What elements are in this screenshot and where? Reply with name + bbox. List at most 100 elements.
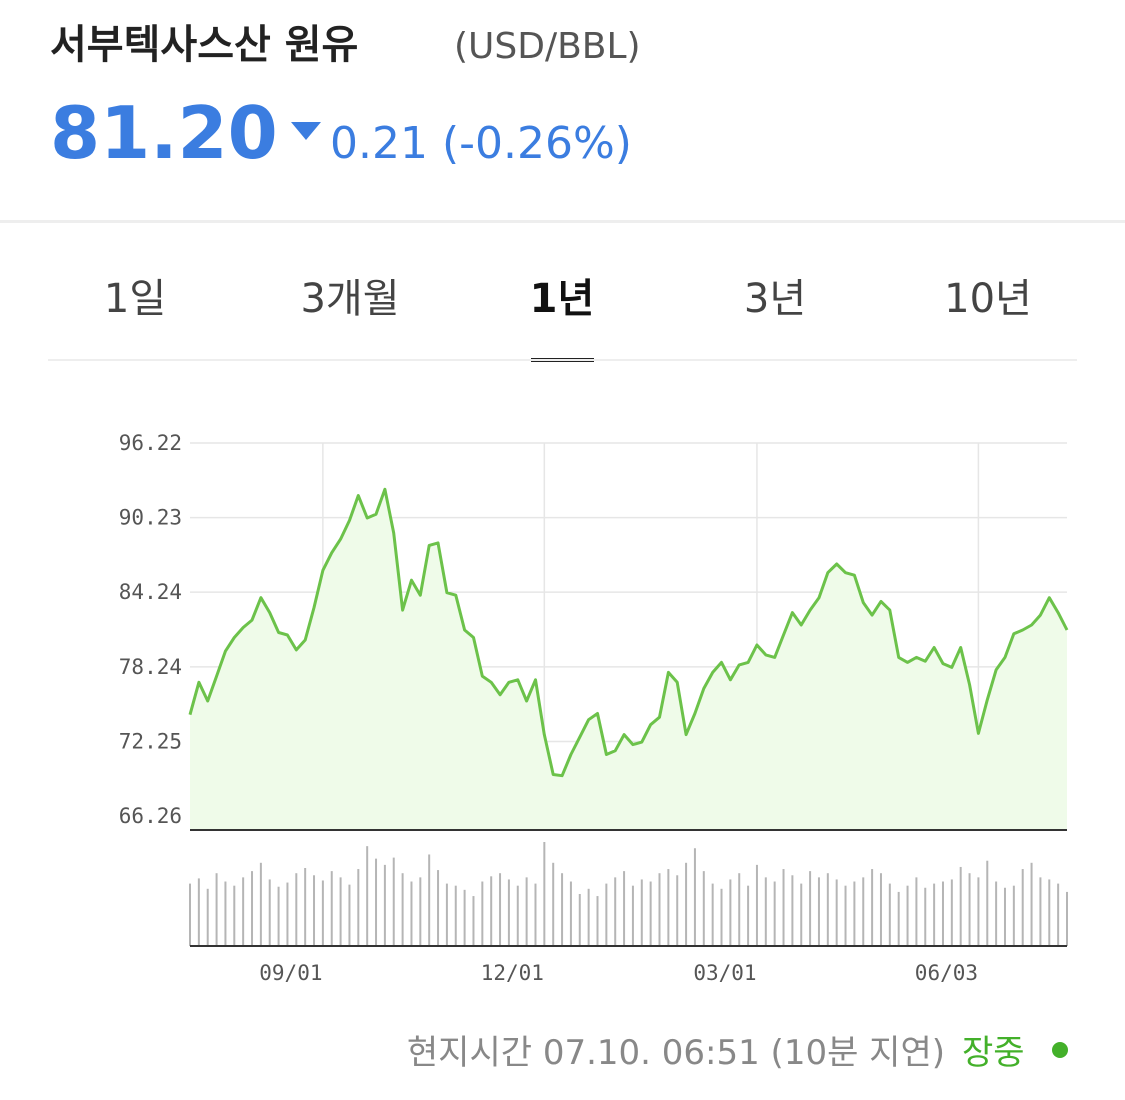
volume-bar <box>410 881 413 946</box>
volume-bar <box>667 869 670 946</box>
volume-bar <box>826 873 829 946</box>
change: 0.21 (-0.26%) <box>330 118 632 169</box>
unit: (USD/BBL) <box>454 26 641 67</box>
volume-bar <box>534 883 537 946</box>
volume-bar <box>286 882 289 946</box>
volume-bar <box>330 871 333 946</box>
y-tick-label: 78.24 <box>119 655 182 679</box>
x-tick-label: 12/01 <box>481 961 544 985</box>
volume-bar <box>1012 885 1015 946</box>
volume-bar <box>481 881 484 946</box>
separator <box>0 220 1125 223</box>
chart: 66.26 72.25 78.24 84.24 90.23 96.22 09/01 12/01… <box>119 431 1069 985</box>
tab[interactable]: 3개월 <box>300 276 399 322</box>
volume-bar <box>897 891 900 946</box>
volume-bar <box>197 878 200 946</box>
volume-bar <box>313 875 316 946</box>
tabs-line <box>48 359 1077 361</box>
volume-bar <box>516 885 519 946</box>
volume-bar <box>1066 891 1068 946</box>
volume-bar <box>711 883 714 946</box>
volume-bar <box>401 873 404 946</box>
volume-bar <box>995 881 998 946</box>
volume-bar <box>552 862 555 946</box>
volume-bar <box>304 868 307 946</box>
volume-bar <box>879 873 882 946</box>
volume-bar <box>242 877 245 946</box>
volume-bar <box>906 885 909 946</box>
volume-bar <box>631 885 634 946</box>
volume-bar <box>348 884 351 946</box>
volume-bar <box>569 881 572 946</box>
footer-time: 현지시간 07.10. 06:51 (10분 지연) <box>407 1033 945 1073</box>
volume-bar <box>817 877 820 946</box>
volume-bar <box>419 877 422 946</box>
volume-bar <box>977 877 980 946</box>
volume-bar <box>587 888 590 946</box>
tab[interactable]: 10년 <box>944 276 1032 322</box>
volume-bar <box>251 871 254 946</box>
change-pct: (-0.26%) <box>442 118 632 169</box>
volume-bar <box>277 886 280 946</box>
volume-bar <box>1048 879 1051 946</box>
tab[interactable]: 3년 <box>744 276 806 322</box>
volume-bar <box>809 871 812 946</box>
x-tick-label: 06/03 <box>915 961 978 985</box>
title: 서부텍사스산 원유 <box>50 22 358 68</box>
volume-bar <box>295 873 298 946</box>
volume-bar <box>215 873 218 946</box>
price-line <box>188 487 1069 778</box>
volume-bar <box>605 883 608 946</box>
volume-bar <box>561 873 564 946</box>
volume-bar <box>233 885 236 946</box>
volume-bar <box>702 871 705 946</box>
volume-bar <box>490 876 493 946</box>
y-tick-label: 66.26 <box>119 804 182 828</box>
volume-bar <box>835 879 838 946</box>
volume-bar <box>1039 877 1042 946</box>
volume-bar <box>357 869 360 946</box>
volume-bar <box>649 881 652 946</box>
volume-bar <box>454 885 457 946</box>
status-dot <box>1052 1042 1068 1058</box>
price: 81.20 <box>50 91 278 175</box>
volume-bar <box>844 885 847 946</box>
volume-bar <box>640 879 643 946</box>
volume-bar <box>933 883 936 946</box>
volume-bar <box>525 877 528 946</box>
x-tick-label: 09/01 <box>259 961 322 985</box>
volume-bar <box>224 881 227 946</box>
volume-bar <box>366 846 369 946</box>
volume-bar <box>676 875 679 946</box>
volume-bar <box>623 871 626 946</box>
volume-bar <box>1021 869 1024 946</box>
volume-bar <box>472 896 475 946</box>
volume-bar <box>339 877 342 946</box>
y-tick-label: 84.24 <box>119 580 182 604</box>
volume-bar <box>764 877 767 946</box>
volume-bar <box>268 879 271 946</box>
volume-bar <box>543 842 546 946</box>
volume-bar <box>463 889 466 946</box>
tab[interactable]: 1년 <box>530 276 595 322</box>
volume-bar <box>950 879 953 946</box>
volume-bar <box>862 877 865 946</box>
volume-bar <box>499 873 502 946</box>
volume-bar <box>782 869 785 946</box>
volume-bar <box>428 854 431 946</box>
volume-bar <box>871 869 874 946</box>
volume-bar <box>693 848 696 946</box>
volume-bar <box>614 877 617 946</box>
area <box>190 489 1067 830</box>
volume-bar <box>915 877 918 946</box>
footer-status: 장중 <box>962 1033 1025 1073</box>
volume-bar <box>1003 887 1006 946</box>
volume-bar <box>924 887 927 946</box>
volume-bar <box>383 864 386 946</box>
volume-bar <box>445 883 448 946</box>
y-tick-label: 72.25 <box>119 729 182 753</box>
volume-bar <box>685 862 688 946</box>
volume-bar <box>206 888 209 946</box>
tab[interactable]: 1일 <box>104 276 166 322</box>
